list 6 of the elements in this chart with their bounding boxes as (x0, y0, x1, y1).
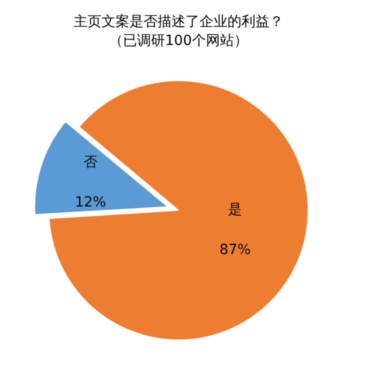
slice-label: 是 (228, 202, 242, 218)
chart-subtitle: （已调研100个网站） (109, 32, 248, 49)
slice-label: 否 (84, 154, 98, 171)
chart-title: 主页文案是否描述了企业的利益？ (74, 13, 284, 30)
data-label: 87% (220, 242, 251, 258)
data-label: 12% (74, 194, 106, 211)
